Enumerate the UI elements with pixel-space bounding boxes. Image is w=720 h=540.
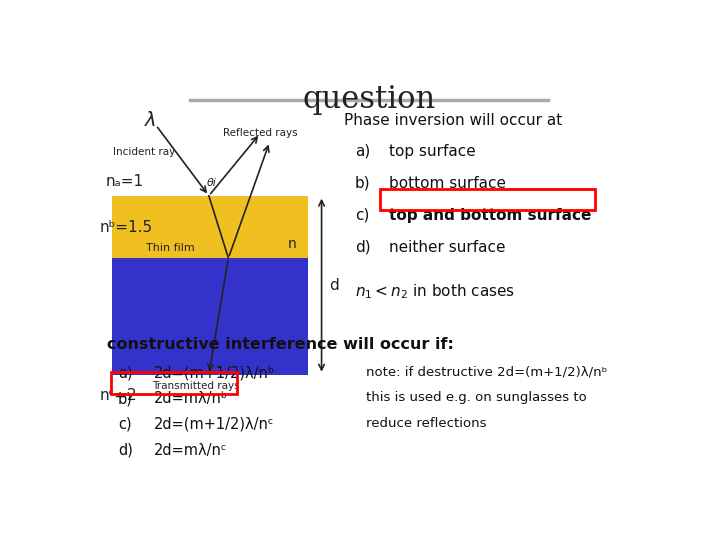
Text: 2d=mλ/nᵇ: 2d=mλ/nᵇ <box>154 391 228 406</box>
Text: $n_1 < n_2$ in both cases: $n_1 < n_2$ in both cases <box>355 282 515 301</box>
Text: b): b) <box>118 391 132 406</box>
Text: reduce reflections: reduce reflections <box>366 417 487 430</box>
Text: Incident ray: Incident ray <box>114 147 176 157</box>
Text: Reflected rays: Reflected rays <box>222 129 297 138</box>
Text: constructive interference will occur if:: constructive interference will occur if: <box>107 337 454 352</box>
Text: question: question <box>302 84 436 114</box>
Bar <box>112 258 307 375</box>
Text: nᶜ=2: nᶜ=2 <box>100 388 138 403</box>
Text: Phase inversion will occur at: Phase inversion will occur at <box>344 113 562 127</box>
Text: neither surface: neither surface <box>389 240 505 255</box>
Text: Transmitted rays: Transmitted rays <box>152 381 240 391</box>
Text: d): d) <box>355 240 371 255</box>
Text: n: n <box>287 237 297 251</box>
Bar <box>112 196 307 258</box>
Text: c): c) <box>118 417 132 432</box>
Bar <box>380 188 595 210</box>
Text: θi: θi <box>207 178 217 188</box>
Text: this is used e.g. on sunglasses to: this is used e.g. on sunglasses to <box>366 391 587 404</box>
Text: nᵇ=1.5: nᵇ=1.5 <box>100 220 153 235</box>
Text: 19: 19 <box>679 517 698 531</box>
Text: PHY232 - Remco Zegers   ·   interference, diffraction & polarization: PHY232 - Remco Zegers · interference, di… <box>36 518 431 531</box>
Text: top and bottom surface: top and bottom surface <box>389 208 591 223</box>
Text: note: if destructive 2d=(m+1/2)λ/nᵇ: note: if destructive 2d=(m+1/2)λ/nᵇ <box>366 366 608 379</box>
Bar <box>111 372 237 394</box>
Text: c): c) <box>355 208 369 223</box>
Text: Thin film: Thin film <box>145 243 194 253</box>
Text: a): a) <box>355 144 370 159</box>
Text: top surface: top surface <box>389 144 475 159</box>
Text: 2d=(m+1/2)λ/nᵇ: 2d=(m+1/2)λ/nᵇ <box>154 366 275 380</box>
Text: d): d) <box>118 443 132 458</box>
Text: d: d <box>329 278 338 293</box>
Text: nₐ=1: nₐ=1 <box>106 174 144 188</box>
Text: b): b) <box>355 176 371 191</box>
Text: bottom surface: bottom surface <box>389 176 505 191</box>
Text: λ: λ <box>145 111 156 131</box>
Text: 2d=mλ/nᶜ: 2d=mλ/nᶜ <box>154 443 228 458</box>
Text: a): a) <box>118 366 132 380</box>
Text: 2d=(m+1/2)λ/nᶜ: 2d=(m+1/2)λ/nᶜ <box>154 417 274 432</box>
